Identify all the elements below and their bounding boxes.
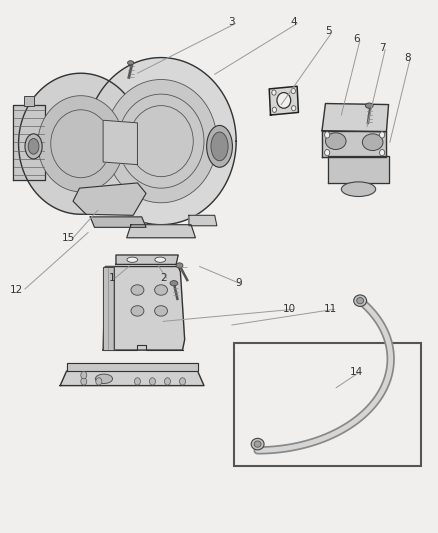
- Ellipse shape: [211, 132, 228, 161]
- Polygon shape: [103, 120, 138, 165]
- Bar: [234, 343, 421, 466]
- Circle shape: [165, 378, 170, 385]
- Ellipse shape: [127, 257, 138, 262]
- Ellipse shape: [176, 263, 183, 268]
- Text: 6: 6: [353, 34, 360, 44]
- Text: 3: 3: [229, 17, 235, 27]
- Text: 7: 7: [379, 43, 385, 53]
- Polygon shape: [322, 131, 386, 157]
- Ellipse shape: [207, 125, 233, 167]
- Text: 1: 1: [108, 273, 115, 283]
- Ellipse shape: [25, 134, 42, 159]
- Ellipse shape: [105, 79, 217, 203]
- Polygon shape: [60, 371, 204, 385]
- Ellipse shape: [325, 133, 346, 149]
- Polygon shape: [269, 86, 298, 115]
- Circle shape: [180, 378, 186, 385]
- Ellipse shape: [131, 306, 144, 316]
- Polygon shape: [103, 266, 185, 350]
- Circle shape: [134, 378, 141, 385]
- Circle shape: [292, 106, 296, 111]
- Circle shape: [96, 378, 102, 385]
- Text: 8: 8: [405, 53, 411, 62]
- Circle shape: [81, 372, 87, 379]
- Text: 15: 15: [62, 233, 75, 243]
- Polygon shape: [67, 363, 198, 371]
- Circle shape: [325, 149, 330, 156]
- Ellipse shape: [365, 103, 373, 108]
- Text: 11: 11: [324, 304, 337, 314]
- Polygon shape: [73, 183, 146, 215]
- Polygon shape: [127, 225, 195, 238]
- Circle shape: [380, 149, 385, 156]
- Bar: [24, 96, 35, 106]
- Ellipse shape: [357, 297, 364, 304]
- Polygon shape: [116, 255, 178, 264]
- Ellipse shape: [51, 110, 111, 177]
- Text: 5: 5: [325, 27, 332, 36]
- Ellipse shape: [131, 285, 144, 295]
- Text: 4: 4: [291, 17, 297, 27]
- Polygon shape: [322, 103, 389, 132]
- Polygon shape: [13, 104, 45, 180]
- Polygon shape: [90, 217, 146, 228]
- Ellipse shape: [95, 374, 113, 384]
- Ellipse shape: [118, 94, 204, 188]
- Ellipse shape: [362, 134, 383, 150]
- Circle shape: [325, 132, 330, 138]
- Circle shape: [149, 378, 155, 385]
- Polygon shape: [103, 266, 114, 350]
- Ellipse shape: [155, 285, 167, 295]
- Text: 12: 12: [10, 285, 23, 295]
- Polygon shape: [86, 58, 236, 225]
- Circle shape: [272, 107, 276, 112]
- Ellipse shape: [155, 257, 166, 262]
- Ellipse shape: [251, 438, 264, 450]
- Circle shape: [272, 90, 276, 95]
- Ellipse shape: [277, 93, 291, 108]
- Text: 2: 2: [160, 273, 166, 283]
- Polygon shape: [18, 73, 143, 214]
- Ellipse shape: [170, 280, 178, 286]
- Text: 9: 9: [235, 278, 242, 288]
- Ellipse shape: [155, 306, 167, 316]
- Text: 10: 10: [283, 304, 297, 314]
- Polygon shape: [328, 156, 389, 183]
- Ellipse shape: [38, 96, 124, 192]
- Ellipse shape: [28, 139, 39, 154]
- Circle shape: [81, 378, 87, 385]
- Ellipse shape: [127, 61, 134, 65]
- Polygon shape: [189, 215, 217, 226]
- Circle shape: [380, 132, 385, 138]
- Circle shape: [291, 88, 295, 94]
- Ellipse shape: [129, 106, 193, 176]
- Text: 14: 14: [350, 367, 363, 377]
- Ellipse shape: [254, 441, 261, 447]
- Ellipse shape: [354, 295, 367, 306]
- Ellipse shape: [341, 182, 376, 197]
